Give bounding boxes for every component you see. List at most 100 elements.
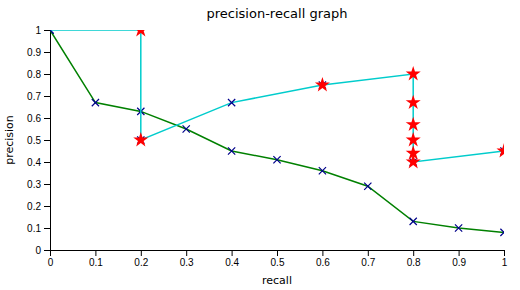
tick-label: 0.2 [134,257,148,268]
tick-mark [44,250,50,251]
tick-label: 0.9 [452,257,466,268]
tick-label: 0.6 [316,257,330,268]
star-marker [406,95,421,109]
tick-mark [141,250,142,256]
markers [50,30,504,166]
line [50,30,504,232]
tick: 0.4 [225,250,239,268]
tick: 0.3 [27,179,50,190]
chart: 00.10.20.30.40.50.60.70.80.9100.10.20.30… [0,0,520,290]
tick: 0.9 [27,47,50,58]
tick: 1 [502,250,508,268]
tick-label: 0.7 [361,257,375,268]
star-marker [406,66,421,80]
tick-label: 0.8 [407,257,421,268]
tick-mark [277,250,278,256]
tick-mark [186,250,187,256]
tick-mark [44,184,50,185]
x-axis: 0 0.1 0.2 0.3 0.4 0.5 0.6 0.7 0.8 0.9 1 [48,250,508,268]
tick-mark [322,250,323,256]
tick-label: 0.1 [27,223,41,234]
star-marker [315,77,330,91]
tick-label: 0.7 [27,91,41,102]
axis-line [51,251,505,257]
point [500,229,504,236]
tick-mark [413,250,414,256]
tick-label: 0.8 [27,69,41,80]
star-marker [496,143,504,157]
point [455,224,462,231]
tick-label: 0.5 [271,257,285,268]
tick: 1 [35,25,50,36]
star-marker [133,132,148,146]
marks [50,30,504,236]
tick-label: 0.5 [27,135,41,146]
x-axis-title: recall [262,274,292,287]
y-axis: 0 0.1 0.2 0.3 0.4 0.5 0.6 0.7 0.8 0.9 1 [27,25,50,256]
tick-label: 0.3 [180,257,194,268]
axis-line [44,31,51,251]
tick: 0.8 [407,250,421,268]
tick-mark [504,250,505,256]
tick-label: 0.3 [27,179,41,190]
tick-mark [44,162,50,163]
tick: 0.7 [361,250,375,268]
point [410,218,417,225]
point [50,30,54,34]
tick-label: 1 [502,257,508,268]
point [92,99,99,106]
tick: 0.1 [89,250,103,268]
point [273,156,280,163]
tick: 0 [35,245,50,256]
tick-label: 0 [48,257,54,268]
tick-label: 0.4 [225,257,239,268]
tick-label: 0.9 [27,47,41,58]
tick-label: 0 [35,245,41,256]
tick-mark [44,96,50,97]
star-marker [406,154,421,168]
tick-mark [44,118,50,119]
tick: 0.6 [316,250,330,268]
star-marker [406,132,421,146]
tick-label: 0.2 [27,201,41,212]
tick-mark [44,228,50,229]
markers [133,30,504,168]
tick: 0.9 [452,250,466,268]
tick: 0.2 [27,201,50,212]
tick-label: 0.1 [89,257,103,268]
star-marker [133,30,148,36]
tick: 0.7 [27,91,50,102]
star-marker [406,117,421,131]
tick-mark [95,250,96,256]
tick-label: 1 [35,25,41,36]
point [228,147,235,154]
tick-mark [44,206,50,207]
point [183,125,190,132]
tick: 0.1 [27,223,50,234]
tick: 0.5 [27,135,50,146]
tick-mark [232,250,233,256]
y-axis-title: precision [3,115,16,165]
tick: 0.4 [27,157,50,168]
tick-mark [459,250,460,256]
plot: 00.10.20.30.40.50.60.70.80.9100.10.20.30… [27,22,511,268]
tick: 0.3 [180,250,194,268]
tick-label: 0.4 [27,157,41,168]
point [319,167,326,174]
tick-mark [44,52,50,53]
tick: 0.6 [27,113,50,124]
title: precision-recall graph [207,6,348,21]
markers [50,30,504,236]
tick: 0 [48,250,54,268]
line [50,30,504,162]
tick-mark [44,30,50,31]
tick-mark [368,250,369,256]
tick: 0.2 [134,250,148,268]
point [364,183,371,190]
point [228,99,235,106]
tick-label: 0.6 [27,113,41,124]
tick-mark [44,74,50,75]
tick: 0.5 [271,250,285,268]
tick: 0.8 [27,69,50,80]
tick-mark [44,140,50,141]
